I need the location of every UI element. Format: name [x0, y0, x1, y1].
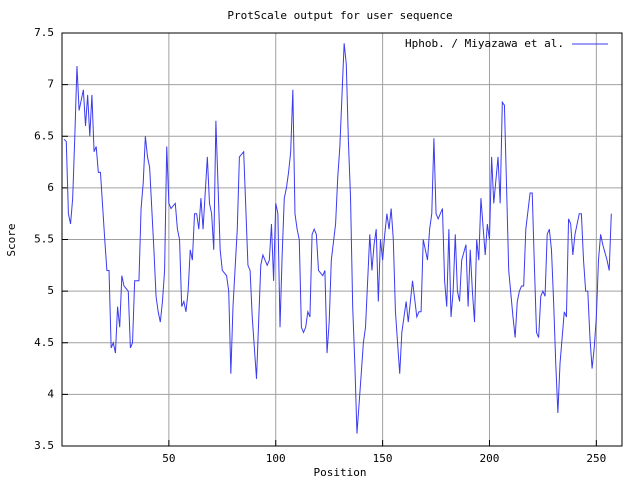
chart-title: ProtScale output for user sequence [227, 9, 452, 22]
y-tick-label: 3.5 [34, 439, 54, 452]
y-tick-label: 5 [47, 284, 54, 297]
x-tick-label: 250 [586, 452, 606, 465]
y-tick-label: 6 [47, 181, 54, 194]
x-tick-label: 150 [373, 452, 393, 465]
x-tick-label: 100 [266, 452, 286, 465]
legend-label: Hphob. / Miyazawa et al. [405, 37, 564, 50]
y-tick-label: 4 [47, 387, 54, 400]
y-tick-label: 7.5 [34, 26, 54, 39]
y-tick-label: 7 [47, 78, 54, 91]
x-tick-label: 200 [480, 452, 500, 465]
plot-frame [61, 32, 623, 447]
y-axis-label: Score [5, 223, 18, 256]
x-axis-label: Position [314, 466, 367, 479]
y-tick-label: 4.5 [34, 336, 54, 349]
y-tick-label: 6.5 [34, 129, 54, 142]
x-tick-label: 50 [162, 452, 175, 465]
data-line [63, 43, 612, 434]
y-tick-label: 5.5 [34, 233, 54, 246]
